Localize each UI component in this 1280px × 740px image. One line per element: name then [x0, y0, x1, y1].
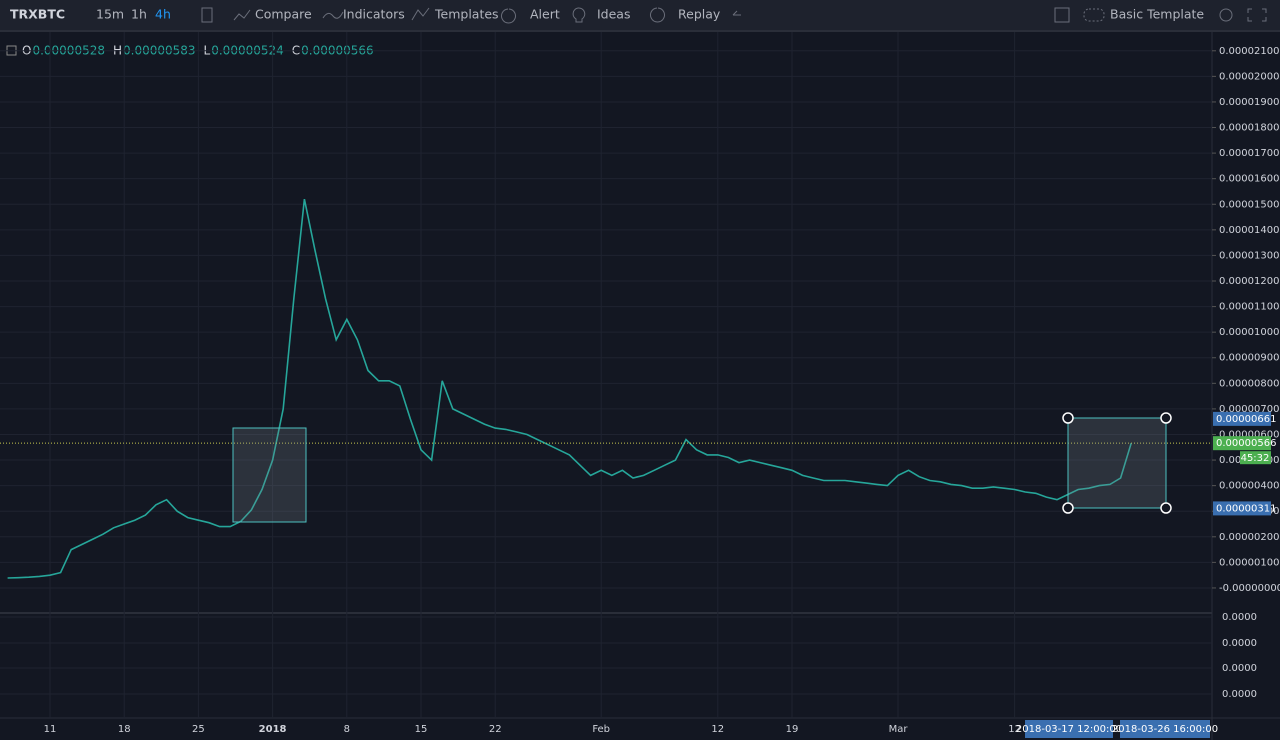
y-tick-label: 0.00001900 — [1219, 97, 1279, 108]
x-tick-label: 11 — [44, 724, 57, 735]
x-tick-label: 8 — [344, 724, 350, 735]
rectangle-handles[interactable] — [1062, 412, 1172, 514]
y-tick-label: 0.00000800 — [1219, 378, 1279, 389]
y-tick-label: 0.00000200 — [1219, 532, 1279, 543]
range-badge — [1120, 720, 1210, 738]
toolbar-icons — [201, 7, 1267, 24]
y-tick-label: 0.00001100 — [1219, 302, 1279, 313]
symbol[interactable]: TRXBTC — [10, 7, 65, 22]
y-tick-label: 0.00001500 — [1219, 199, 1279, 210]
x-tick-label: 22 — [489, 724, 502, 735]
y-tick-label: -0.00000000 — [1219, 583, 1280, 594]
price-badge-label: 0.00000566 — [1216, 438, 1276, 449]
interval[interactable]: 15m — [96, 7, 124, 22]
x-tick-label: 2018 — [259, 724, 287, 735]
interval[interactable]: 4h — [155, 7, 171, 22]
button[interactable]: Compare — [255, 7, 312, 22]
button[interactable]: Templates — [434, 7, 499, 22]
y-tick-label: 0.00001000 — [1219, 327, 1279, 338]
y-tick-label: 0.00001600 — [1219, 174, 1279, 185]
button[interactable]: Alert — [530, 7, 560, 22]
range-label: 2018-03-17 12:00:00 — [1016, 724, 1122, 735]
y-tick-label: 0.00001700 — [1219, 148, 1279, 159]
y-tick-label: 0.00000700 — [1219, 404, 1279, 415]
x-tick-label: 25 — [192, 724, 205, 735]
template-button[interactable]: Basic Template — [1110, 7, 1204, 22]
button[interactable]: Ideas — [597, 7, 630, 22]
drawing-rectangle[interactable] — [1067, 417, 1167, 509]
x-tick-label: 12 — [711, 724, 724, 735]
price-badge — [1213, 411, 1271, 426]
y-tick-label: 0.00000900 — [1219, 353, 1279, 364]
x-tick-label: 19 — [786, 724, 799, 735]
x-tick-label: 15 — [415, 724, 428, 735]
x-tick-label: 12 — [1008, 724, 1021, 735]
range-badge — [1025, 720, 1113, 738]
lower-pane-tick: 0.0000 — [1222, 612, 1257, 623]
price-badge — [1213, 501, 1271, 516]
interval[interactable]: 1h — [131, 7, 147, 22]
countdown: 45:32 — [1241, 453, 1270, 464]
price-badge-label: 0.00000311 — [1216, 503, 1276, 514]
toolbar — [0, 0, 1280, 30]
y-tick-label: 0.00002100 — [1219, 46, 1279, 57]
price-line — [7, 198, 1132, 579]
x-tick-label: Feb — [592, 724, 610, 735]
lower-pane-tick: 0.0000 — [1222, 689, 1257, 700]
y-tick-label: 0.00000400 — [1219, 481, 1279, 492]
y-tick-label: 0.00001800 — [1219, 123, 1279, 134]
y-tick-label: 0.00001200 — [1219, 276, 1279, 287]
range-label: 2018-03-26 16:00:00 — [1112, 724, 1218, 735]
y-tick-label: 0.00001300 — [1219, 250, 1279, 261]
y-tick-label: 0.00000100 — [1219, 557, 1279, 568]
y-tick-label: 0.00000600 — [1219, 429, 1279, 440]
price-badge-label: 0.00000661 — [1216, 414, 1276, 425]
plot: 0.0000 0.0000 0.0000 0.0000 -0.00000000 0.000… — [0, 32, 1280, 735]
countdown-badge — [1240, 451, 1271, 465]
lower-pane-tick: 0.0000 — [1222, 663, 1257, 674]
price-badge — [1213, 436, 1271, 451]
x-tick-label: 18 — [118, 724, 131, 735]
y-tick-label: 0.00002000 — [1219, 71, 1279, 82]
x-tick-label: Mar — [889, 724, 909, 735]
y-tick-label: 0.00001400 — [1219, 225, 1279, 236]
drawing-rectangle[interactable] — [232, 427, 307, 523]
button[interactable]: Replay — [678, 7, 721, 22]
lower-pane-tick: 0.0000 — [1222, 638, 1257, 649]
button[interactable]: Indicators — [343, 7, 405, 22]
